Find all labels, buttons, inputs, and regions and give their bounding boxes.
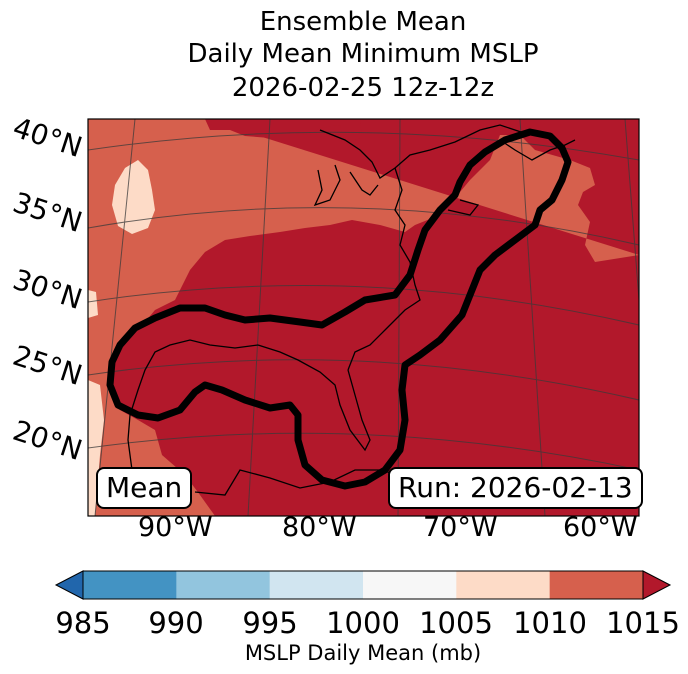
pressure-field-1005-1010-patch bbox=[112, 160, 155, 234]
run-date-box: Run: 2026-02-13 bbox=[388, 467, 643, 509]
colorbar-tick-985: 985 bbox=[55, 606, 111, 640]
colorbar-segment-990-995 bbox=[176, 571, 271, 599]
title-line-3: 2026-02-25 12z-12z bbox=[231, 73, 495, 103]
lon-label-80w: 80°W bbox=[282, 512, 357, 543]
colorbar-segment-1000-1005 bbox=[363, 571, 457, 599]
pressure-field-1010-1015-north bbox=[205, 119, 362, 142]
mean-label-box: Mean bbox=[96, 467, 193, 509]
contour-1010 bbox=[106, 128, 572, 490]
graticule bbox=[88, 119, 639, 516]
pressure-field-1005-1010-southwest bbox=[88, 380, 104, 516]
colorbar-tick-995: 995 bbox=[242, 606, 298, 640]
colorbar-segment-985-990 bbox=[83, 571, 177, 599]
colorbar-tick-1010: 1010 bbox=[513, 606, 587, 640]
colorbar-label: MSLP Daily Mean (mb) bbox=[244, 641, 482, 665]
colorbar-extend-low bbox=[54, 570, 84, 600]
pressure-field-1005-1010-west bbox=[88, 290, 98, 318]
colorbar-extend-high bbox=[642, 570, 672, 600]
title-line-2: Daily Mean Minimum MSLP bbox=[187, 39, 539, 69]
colorbar-segment-1005-1010 bbox=[456, 571, 551, 599]
map-frame bbox=[87, 118, 640, 517]
colorbar-tick-1015: 1015 bbox=[606, 606, 680, 640]
colorbar-tick-990: 990 bbox=[148, 606, 204, 640]
colorbar-segment-995-1000 bbox=[269, 571, 364, 599]
lon-label-60w: 60°W bbox=[563, 512, 638, 543]
lon-label-90w: 90°W bbox=[138, 512, 213, 543]
colorbar-tick-1000: 1000 bbox=[326, 606, 400, 640]
colorbar-segment-1010-1015 bbox=[549, 571, 644, 599]
colorbar-frame bbox=[82, 570, 644, 600]
title-line-1: Ensemble Mean bbox=[259, 7, 467, 37]
pressure-field-1010-1015 bbox=[112, 119, 639, 516]
colorbar-tick-1005: 1005 bbox=[419, 606, 493, 640]
lon-label-70w: 70°W bbox=[423, 512, 498, 543]
